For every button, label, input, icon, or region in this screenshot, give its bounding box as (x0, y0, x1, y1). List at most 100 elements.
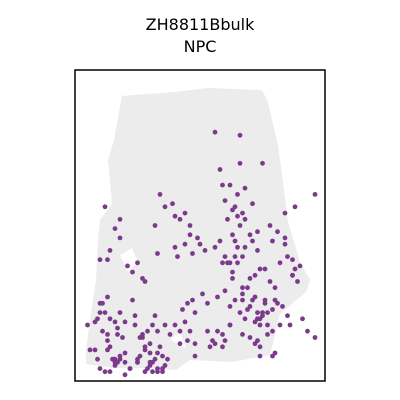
highlight-spot (117, 216, 123, 222)
highlight-spot (172, 244, 178, 250)
highlight-spot (257, 322, 263, 328)
highlight-spot (267, 279, 273, 284)
highlight-spot (230, 232, 235, 238)
highlight-spot (160, 353, 165, 359)
highlight-spot (150, 322, 155, 328)
highlight-spot (185, 300, 190, 306)
highlight-spot (172, 213, 178, 219)
highlight-spot (92, 347, 98, 353)
highlight-spot (215, 294, 220, 300)
highlight-spot (285, 254, 290, 259)
highlight-spot (142, 279, 148, 284)
highlight-spot (177, 328, 183, 334)
highlight-spot (117, 235, 123, 241)
highlight-spot (235, 260, 240, 266)
highlight-spot (157, 192, 163, 197)
highlight-spot (115, 359, 120, 365)
highlight-spot (102, 204, 108, 210)
highlight-spot (240, 332, 245, 337)
highlight-spot (132, 322, 138, 328)
highlight-spot (122, 359, 128, 365)
highlight-spot (145, 366, 150, 371)
highlight-spot (135, 260, 140, 266)
highlight-spot (275, 229, 280, 235)
highlight-spot (107, 316, 113, 322)
highlight-spot (212, 341, 218, 347)
highlight-spot (305, 328, 310, 334)
highlight-spot (100, 300, 105, 306)
highlight-spot (187, 232, 193, 238)
highlight-spot (272, 285, 278, 291)
highlight-spot (282, 210, 288, 216)
highlight-spot (122, 372, 128, 378)
highlight-spot (150, 369, 155, 375)
highlight-spot (87, 347, 93, 353)
highlight-spot (272, 350, 278, 356)
highlight-spot (172, 322, 178, 328)
highlight-spot (175, 254, 180, 259)
highlight-spot (235, 213, 240, 219)
highlight-spot (107, 344, 113, 350)
highlight-spot (155, 251, 160, 256)
highlight-spot (125, 263, 130, 269)
highlight-spot (147, 359, 153, 365)
highlight-spot (232, 238, 238, 244)
plot-frame (74, 69, 326, 382)
highlight-spot (182, 210, 188, 216)
highlight-spot (217, 167, 223, 172)
highlight-spot (220, 260, 225, 266)
highlight-spot (135, 356, 140, 362)
highlight-spot (112, 226, 118, 232)
highlight-spot (220, 182, 225, 188)
highlight-spot (297, 263, 303, 269)
highlight-spot (152, 223, 158, 228)
highlight-spot (260, 160, 265, 166)
highlight-spot (262, 266, 268, 272)
highlight-spot (257, 266, 263, 272)
highlight-spot (270, 328, 275, 334)
highlight-spot (122, 350, 128, 356)
highlight-spot (167, 332, 173, 337)
highlight-spot (105, 294, 110, 300)
highlight-spot (177, 341, 183, 347)
highlight-spot (130, 297, 135, 303)
highlight-spot (257, 344, 263, 350)
highlight-spot (155, 366, 160, 371)
highlight-spot (147, 350, 153, 356)
highlight-spot (255, 310, 260, 315)
highlight-spot (102, 310, 108, 315)
highlight-spot (212, 129, 218, 135)
highlight-spot (247, 276, 253, 281)
highlight-spot (185, 338, 190, 343)
highlight-spot (255, 229, 260, 235)
highlight-spot (237, 223, 243, 228)
highlight-spot (222, 198, 228, 204)
highlight-spot (107, 369, 113, 375)
highlight-spot (240, 254, 245, 259)
highlight-spot (237, 160, 243, 166)
highlight-spot (127, 366, 133, 371)
highlight-spot (192, 310, 198, 315)
highlight-spot (105, 257, 110, 263)
highlight-spot (105, 332, 110, 337)
highlight-spot (157, 344, 163, 350)
highlight-spot (252, 272, 258, 278)
highlight-spot (197, 241, 203, 247)
highlight-spot (115, 332, 120, 337)
highlight-spot (97, 310, 103, 315)
highlight-spot-layer (85, 129, 318, 378)
highlight-spot (182, 319, 188, 325)
highlight-spot (295, 279, 300, 284)
highlight-spot (170, 201, 175, 207)
highlight-spot (255, 248, 260, 253)
highlight-spot (132, 313, 138, 319)
highlight-spot (145, 328, 150, 334)
highlight-spot (182, 241, 188, 247)
highlight-spot (190, 251, 195, 256)
highlight-spot (262, 297, 268, 303)
highlight-spot (240, 210, 245, 216)
highlight-spot (265, 310, 270, 315)
highlight-spot (287, 322, 293, 328)
highlight-spot (147, 341, 153, 347)
